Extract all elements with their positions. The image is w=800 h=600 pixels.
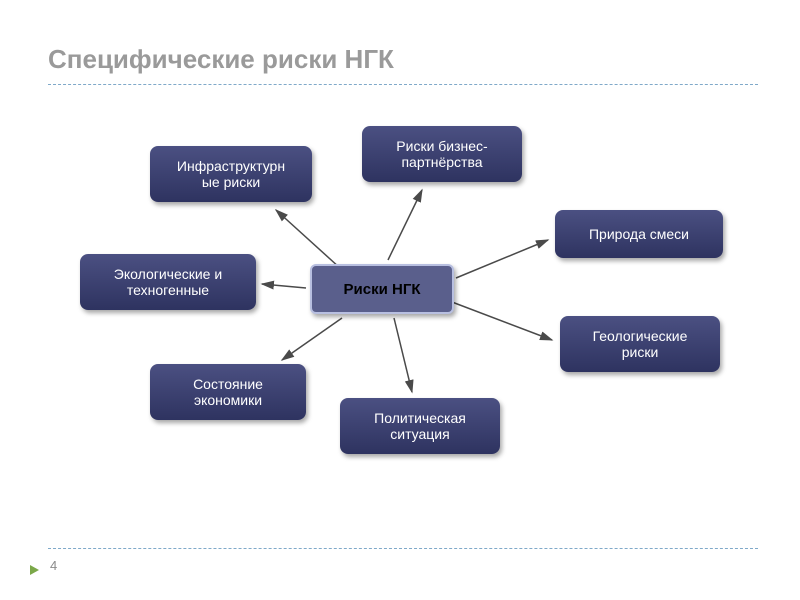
page-number: 4 — [50, 558, 57, 573]
footer-arrow-icon — [30, 565, 39, 575]
node-infra-line: ые риски — [202, 174, 260, 190]
edge — [456, 240, 548, 278]
node-partner-line: партнёрства — [401, 154, 482, 170]
node-nature-line: Природа смеси — [589, 226, 689, 242]
edge — [452, 302, 552, 340]
node-nature: Природа смеси — [555, 210, 723, 258]
node-geo-line: риски — [622, 344, 659, 360]
node-polit: Политическаяситуация — [340, 398, 500, 454]
node-polit-line: ситуация — [390, 426, 449, 442]
node-infra: Инфраструктурные риски — [150, 146, 312, 202]
node-state: Состояниеэкономики — [150, 364, 306, 420]
node-eco-line: техногенные — [127, 282, 209, 298]
node-eco-line: Экологические и — [114, 266, 222, 282]
edge — [388, 190, 422, 260]
node-eco: Экологические итехногенные — [80, 254, 256, 310]
node-partner: Риски бизнес-партнёрства — [362, 126, 522, 182]
center-node: Риски НГК — [310, 264, 454, 314]
edge — [394, 318, 412, 392]
edge — [262, 284, 306, 288]
node-infra-line: Инфраструктурн — [177, 158, 285, 174]
node-partner-line: Риски бизнес- — [396, 138, 487, 154]
divider-bottom — [48, 548, 758, 549]
node-geo: Геологическиериски — [560, 316, 720, 372]
node-geo-line: Геологические — [593, 328, 688, 344]
edge — [276, 210, 340, 268]
node-state-line: экономики — [194, 392, 262, 408]
node-state-line: Состояние — [193, 376, 263, 392]
node-polit-line: Политическая — [374, 410, 466, 426]
divider-top — [48, 84, 758, 85]
edge — [282, 318, 342, 360]
page-title: Специфические риски НГК — [48, 44, 394, 75]
